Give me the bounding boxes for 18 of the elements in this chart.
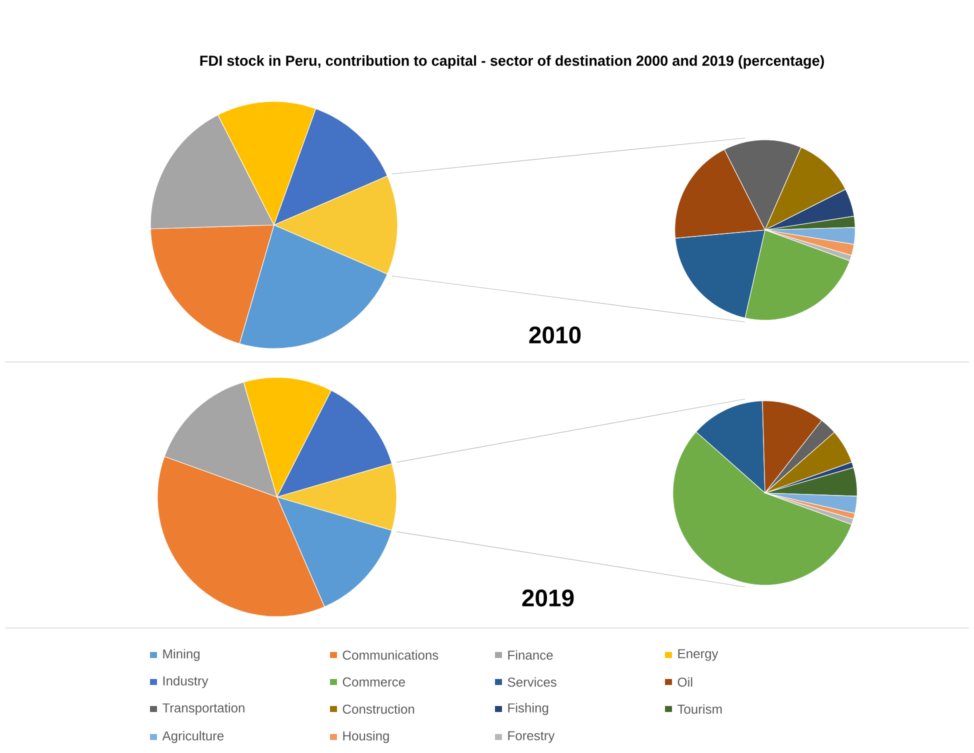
legend-label: Transportation (162, 702, 244, 716)
text: 2019 (522, 590, 574, 606)
legend-label: Energy (678, 649, 718, 661)
legend-label: Industry (163, 676, 208, 688)
legend-label: Commerce (342, 677, 405, 687)
legend-label: Mining (163, 648, 200, 662)
legend-label: Housing (343, 730, 389, 744)
legend-label: Services (508, 677, 556, 687)
legend-label: Construction (342, 704, 414, 714)
legend-label: Finance (508, 650, 553, 660)
legend-label: Fishing (508, 702, 548, 716)
chart-title: FDI stock in Peru, contribution to capital - sector of destination 2000 and 2019 (percentage) (200, 55, 824, 69)
legend-label: Forestry (508, 731, 555, 743)
text: 2010 (529, 326, 581, 344)
legend-label: Tourism (678, 704, 722, 714)
legend-label: Agriculture (162, 730, 224, 744)
legend-label: Communications (342, 650, 438, 660)
legend-label: Oil (678, 677, 692, 687)
